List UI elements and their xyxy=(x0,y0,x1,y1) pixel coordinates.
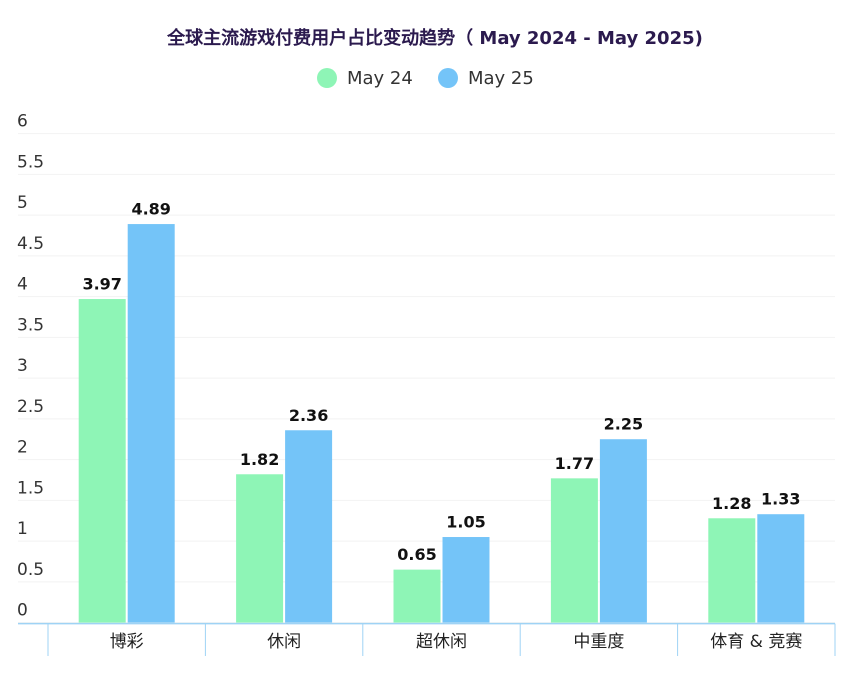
x-tick-label: 体育 & 竞赛 xyxy=(710,631,802,652)
chart-title: 全球主流游戏付费用户占比变动趋势（ May 2024 - May 2025) xyxy=(166,27,703,49)
y-tick-label: 1 xyxy=(17,519,28,539)
y-tick-label: 6 xyxy=(17,112,28,132)
legend-swatch xyxy=(317,68,337,88)
legend-label: May 25 xyxy=(468,68,534,89)
value-label: 1.05 xyxy=(446,513,485,532)
legend-label: May 24 xyxy=(347,68,413,89)
y-tick-label: 1.5 xyxy=(17,478,44,498)
y-tick-label: 0 xyxy=(17,601,28,621)
y-tick-label: 3 xyxy=(17,356,28,376)
bar xyxy=(285,430,333,623)
y-tick-label: 2 xyxy=(17,438,28,458)
bar xyxy=(757,514,805,623)
y-tick-label: 0.5 xyxy=(17,560,44,580)
bar xyxy=(127,224,175,623)
value-label: 2.36 xyxy=(289,406,328,425)
bar xyxy=(78,299,126,623)
x-tick-label: 超休闲 xyxy=(416,632,467,652)
x-tick-label: 中重度 xyxy=(573,632,624,652)
bar xyxy=(599,439,647,623)
x-tick-label: 休闲 xyxy=(267,632,301,652)
bar xyxy=(550,478,598,623)
value-label: 4.89 xyxy=(131,200,170,219)
bar xyxy=(236,474,284,623)
y-tick-label: 4.5 xyxy=(17,234,44,254)
value-label: 1.33 xyxy=(761,490,800,509)
y-tick-label: 4 xyxy=(17,275,28,295)
bar xyxy=(442,537,490,623)
y-tick-label: 5 xyxy=(17,193,28,213)
y-tick-label: 3.5 xyxy=(17,315,44,335)
value-label: 3.97 xyxy=(82,275,121,294)
legend-swatch xyxy=(438,68,458,88)
value-label: 1.77 xyxy=(555,454,594,473)
bar xyxy=(708,518,756,623)
value-label: 1.82 xyxy=(240,450,279,469)
value-label: 2.25 xyxy=(604,415,643,434)
y-tick-label: 2.5 xyxy=(17,397,44,417)
value-label: 1.28 xyxy=(712,494,751,513)
bar xyxy=(393,569,441,623)
value-label: 0.65 xyxy=(397,545,436,564)
x-tick-label: 博彩 xyxy=(110,632,144,652)
y-tick-label: 5.5 xyxy=(17,152,44,172)
